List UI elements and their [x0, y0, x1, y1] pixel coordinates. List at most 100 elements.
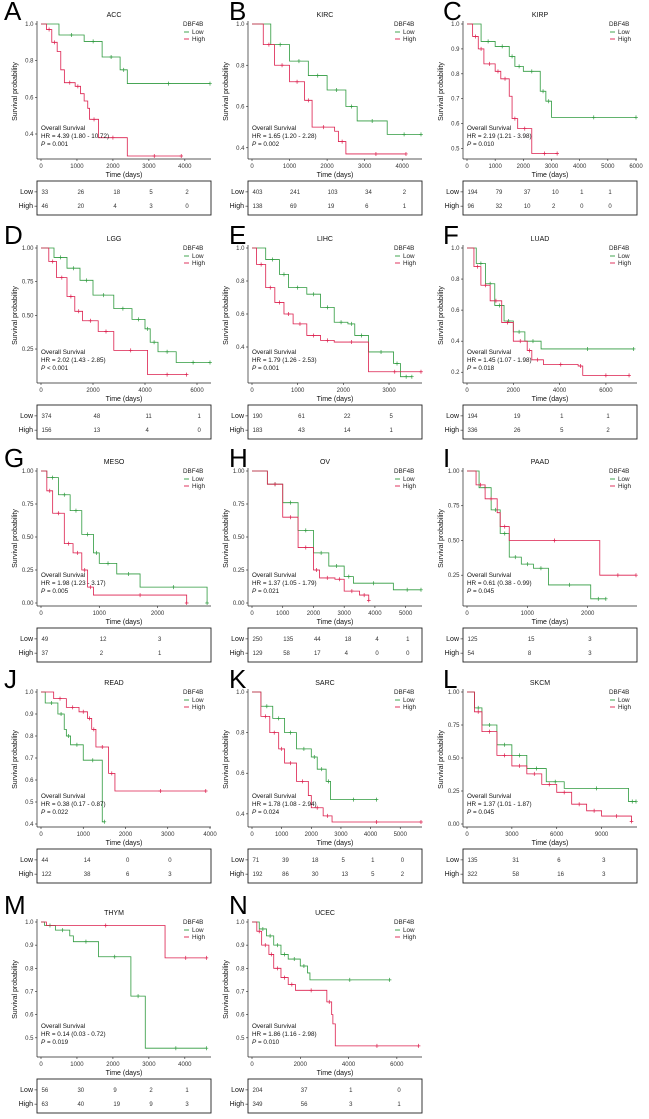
hazard-ratio: HR = 1.86 (1.16 - 2.98): [252, 1031, 317, 1038]
low-censor-mark: [334, 564, 339, 569]
y-tick-label: 1.0: [451, 22, 460, 28]
risk-count-high: 3: [588, 651, 592, 657]
hazard-ratio: HR = 2.02 (1.43 - 2.85): [41, 357, 106, 364]
risk-count-low: 5: [341, 858, 345, 864]
high-censor-mark: [629, 819, 634, 824]
risk-count-high: 56: [301, 1102, 308, 1108]
low-censor-mark: [275, 943, 280, 948]
x-tick-label: 0: [465, 388, 469, 394]
high-censor-mark: [70, 705, 75, 710]
x-tick-label: 4000: [178, 1062, 192, 1068]
low-censor-mark: [84, 939, 88, 944]
high-censor-mark: [592, 808, 596, 813]
high-censor-mark: [67, 80, 72, 85]
high-censor-mark: [483, 283, 488, 288]
legend-low-label: Low: [403, 29, 415, 36]
risk-count-low: 250: [253, 637, 264, 643]
risk-row-label-low: Low: [446, 413, 460, 420]
risk-count-high: 5: [371, 872, 375, 878]
low-censor-mark: [326, 779, 331, 784]
risk-count-high: 13: [94, 428, 101, 434]
high-censor-mark: [513, 116, 517, 121]
low-censor-mark: [387, 977, 392, 982]
risk-count-low: 61: [298, 414, 305, 420]
low-censor-mark: [74, 508, 78, 513]
high-survival-curve: [252, 691, 421, 823]
high-censor-mark: [374, 151, 378, 156]
hazard-ratio: HR = 0.14 (0.03 - 0.72): [41, 1031, 106, 1038]
low-censor-mark: [59, 712, 63, 716]
risk-table: Low High 374 156 48 13 11 4 1 0: [19, 404, 212, 440]
risk-count-high: 16: [557, 872, 564, 878]
legend-title: DBF4B: [609, 689, 629, 696]
panel-title: KIRC: [317, 12, 334, 19]
high-censor-mark: [547, 782, 552, 787]
low-censor-mark: [288, 500, 293, 505]
risk-count-high: 138: [253, 204, 264, 210]
risk-count-high: 0: [608, 204, 612, 210]
risk-table-box: [36, 627, 212, 663]
x-axis-label: Time (days): [532, 840, 569, 847]
high-censor-mark: [47, 27, 51, 32]
low-censor-mark: [479, 261, 483, 266]
risk-count-high: 43: [298, 428, 305, 434]
x-tick-label: 2000: [106, 164, 120, 170]
risk-count-low: 194: [468, 190, 479, 196]
panel-letter: G: [4, 443, 24, 473]
high-censor-mark: [257, 929, 262, 934]
high-censor-mark: [527, 348, 532, 353]
x-tick-label: 1000: [291, 388, 305, 394]
high-censor-mark: [578, 364, 583, 369]
low-censor-mark: [208, 81, 212, 86]
risk-count-high: 322: [468, 872, 479, 878]
low-censor-mark: [66, 734, 71, 738]
panel-title: PAAD: [531, 459, 550, 466]
high-censor-mark: [76, 309, 81, 314]
y-tick-label: 1.00: [22, 246, 34, 252]
x-tick-label: 4000: [203, 832, 217, 838]
risk-count-low: 1: [608, 190, 612, 196]
hazard-ratio: HR = 2.19 (1.21 - 3.98): [467, 133, 532, 140]
legend-low-label: Low: [192, 927, 204, 934]
risk-count-low: 18: [345, 637, 352, 643]
km-panel-read: J READ 0.4 0.5 0.6 0.7 0.8 0.9 1.0 0 1000 2000 3000 4…: [4, 664, 217, 884]
risk-count-low: 403: [253, 190, 264, 196]
y-tick-label: 0.75: [448, 723, 460, 729]
x-tick-label: 0: [39, 388, 43, 394]
high-censor-mark: [309, 988, 313, 993]
high-censor-mark: [327, 999, 332, 1004]
x-tick-label: 2000: [305, 832, 319, 838]
p-value-text: < 0.001: [45, 365, 68, 372]
low-survival-curve: [41, 247, 210, 363]
x-tick-label: 0: [39, 164, 43, 170]
panel-letter: N: [229, 890, 248, 920]
hazard-ratio: HR = 1.98 (1.23 - 3.17): [41, 580, 106, 587]
risk-count-high: 0: [185, 204, 189, 210]
low-censor-mark: [419, 587, 423, 592]
risk-table: Low High 49 37 12 2 3 1: [19, 627, 212, 663]
y-tick-label: 1.00: [22, 469, 34, 475]
high-censor-mark: [69, 294, 73, 299]
high-censor-mark: [494, 298, 498, 303]
x-tick-label: 0: [250, 164, 254, 170]
y-tick-label: 0.9: [25, 712, 34, 718]
y-tick-label: 0.50: [22, 535, 34, 541]
low-censor-mark: [297, 59, 301, 64]
y-tick-label: 0.8: [236, 731, 245, 737]
high-survival-curve: [467, 23, 558, 154]
p-label: P: [252, 809, 257, 816]
low-censor-mark: [204, 1046, 209, 1051]
x-tick-label: 1000: [283, 164, 297, 170]
high-censor-mark: [349, 340, 354, 345]
y-tick-label: 0.9: [236, 943, 245, 949]
low-censor-mark: [631, 346, 636, 351]
high-censor-mark: [88, 585, 93, 590]
high-censor-mark: [325, 813, 330, 818]
x-tick-label: 2000: [86, 388, 100, 394]
panel-title: THYM: [104, 910, 124, 917]
p-label: P: [467, 809, 472, 816]
y-tick-label: 0.8: [451, 72, 460, 78]
y-tick-label: 1.0: [451, 246, 460, 252]
high-censor-mark: [152, 154, 157, 158]
